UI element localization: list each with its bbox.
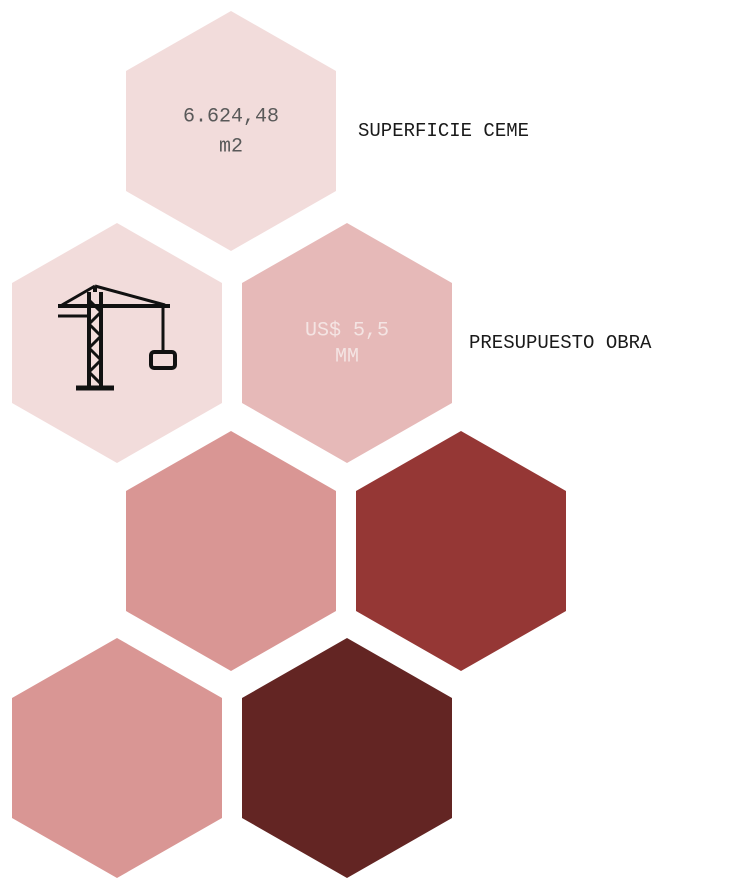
- hexagon: [126, 11, 336, 251]
- hexagon: [242, 223, 452, 463]
- crane-icon: [58, 284, 177, 391]
- caption: SUPERFICIE CEME: [358, 120, 529, 142]
- hexagon-grid: [12, 11, 566, 878]
- value: US$ 5,5: [305, 319, 389, 342]
- hexagon: [12, 638, 222, 878]
- hexagon: [242, 638, 452, 878]
- caption: PRESUPUESTO OBRA: [469, 332, 652, 354]
- value: 6.624,48: [183, 105, 279, 128]
- unit: m2: [219, 135, 243, 158]
- hexagon: [126, 431, 336, 671]
- unit: MM: [335, 345, 359, 368]
- hexagon: [12, 223, 222, 463]
- hexagon: [356, 431, 566, 671]
